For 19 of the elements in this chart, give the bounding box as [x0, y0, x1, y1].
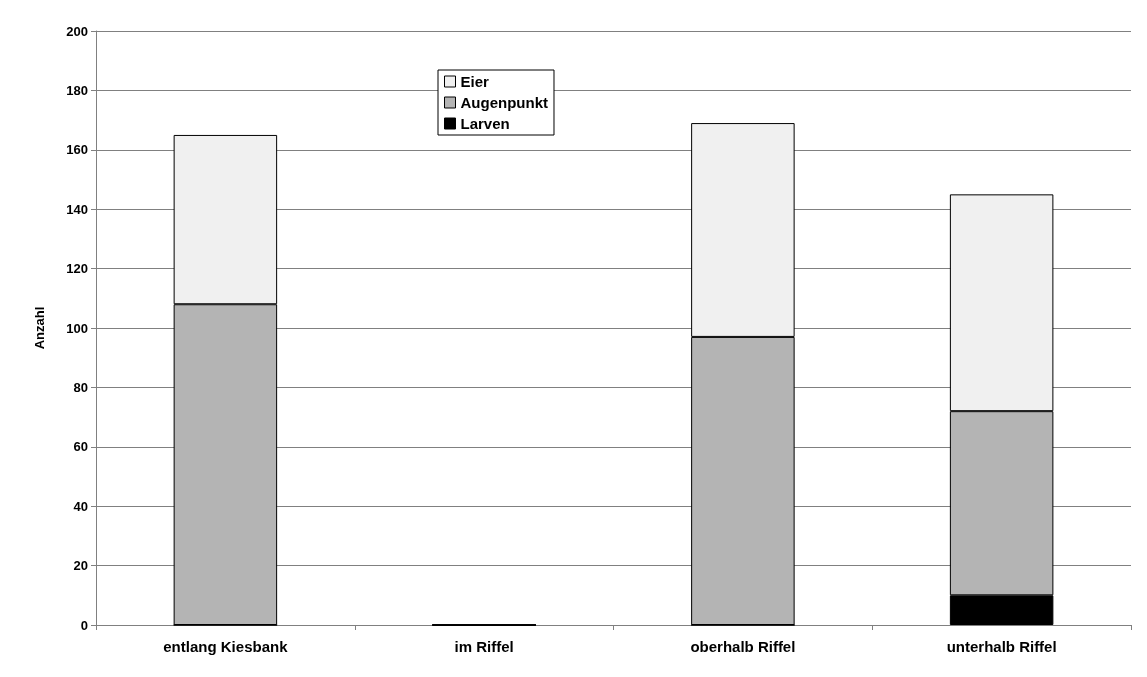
- y-tick-label: 120: [66, 261, 88, 277]
- y-tick-label: 140: [66, 201, 88, 217]
- legend-label: Augenpunkt: [460, 94, 548, 111]
- y-tick-label: 100: [66, 320, 88, 336]
- y-axis-title: Anzahl: [32, 306, 47, 350]
- y-tick-label: 160: [66, 142, 88, 158]
- legend-label: Larven: [460, 115, 510, 132]
- y-tick-label: 80: [73, 379, 88, 395]
- y-tick-label: 40: [73, 498, 88, 514]
- x-tick-label: unterhalb Riffel: [946, 638, 1057, 655]
- x-tick-label: im Riffel: [454, 638, 514, 655]
- y-tick-label: 0: [80, 617, 88, 633]
- y-tick-label: 20: [73, 558, 88, 574]
- y-tick-label: 180: [66, 82, 88, 98]
- y-tick-label: 200: [66, 23, 88, 39]
- y-tick-label: 60: [73, 439, 88, 455]
- x-tick-label: oberhalb Riffel: [690, 638, 796, 655]
- legend-label: Eier: [460, 73, 490, 90]
- x-tick-label: entlang Kiesbank: [163, 638, 289, 655]
